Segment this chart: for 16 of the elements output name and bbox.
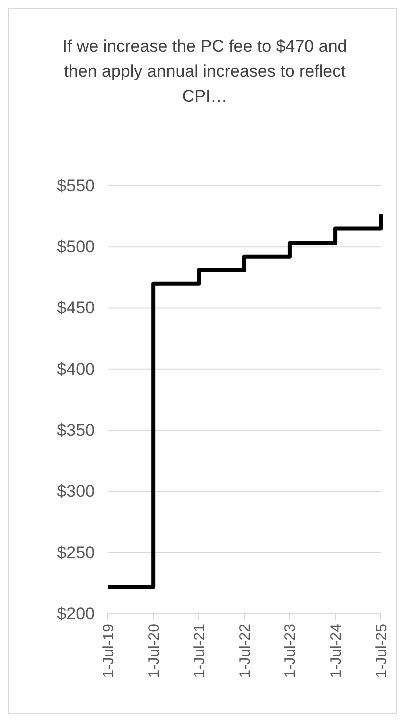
- y-tick-label: $250: [57, 543, 95, 562]
- y-tick-label: $550: [57, 176, 95, 196]
- x-tick-label: 1-Jul-25: [373, 624, 390, 678]
- x-tick-label: 1-Jul-20: [146, 624, 163, 678]
- y-tick-label: $400: [57, 360, 95, 379]
- y-tick-label: $350: [57, 421, 95, 440]
- x-tick-label: 1-Jul-24: [328, 624, 345, 678]
- x-tick-label: 1-Jul-22: [236, 624, 254, 678]
- x-tick-label: 1-Jul-21: [191, 624, 208, 678]
- x-tick-label: 1-Jul-23: [282, 624, 300, 678]
- y-tick-label: $450: [57, 298, 95, 318]
- y-tick-label: $300: [57, 482, 95, 502]
- chart-title: If we increase the PC fee to $470 and then apply annual increases to reflect CPI…: [62, 37, 348, 106]
- x-tick-label: 1-Jul-19: [100, 624, 118, 678]
- y-tick-label: $500: [57, 238, 95, 257]
- y-tick-label: $200: [57, 604, 95, 624]
